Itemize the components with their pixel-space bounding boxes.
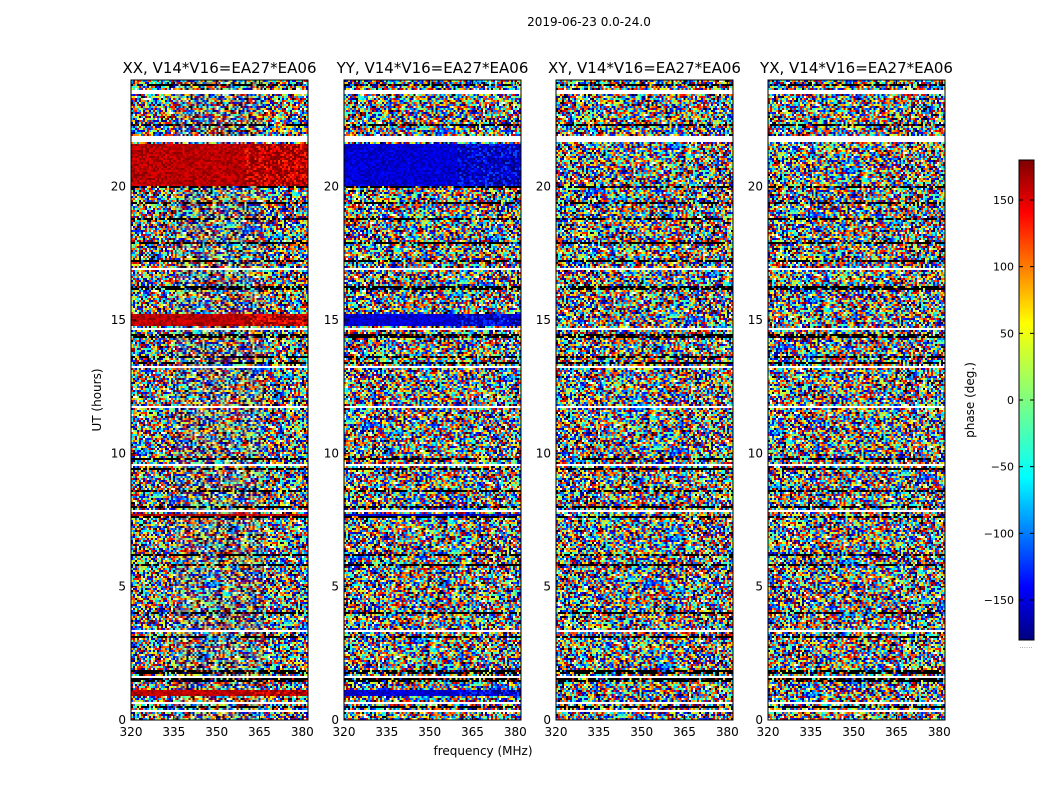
panel-3: YX, V14*V16=EA27*EA06 320 335 350 365 380 0 5 10… bbox=[748, 59, 953, 739]
colorbar-footer: ...... bbox=[1019, 642, 1032, 650]
x-tick-label: 350 bbox=[418, 725, 441, 739]
panel-frame bbox=[130, 79, 309, 721]
x-tick-label: 335 bbox=[587, 725, 610, 739]
y-tick-label: 20 bbox=[324, 180, 339, 194]
y-tick-label: 10 bbox=[324, 446, 339, 460]
colorbar-tick-label: −150 bbox=[984, 594, 1014, 607]
y-tick-label: 10 bbox=[536, 446, 551, 460]
y-tick-label: 0 bbox=[118, 713, 126, 727]
x-axis-label: frequency (MHz) bbox=[433, 744, 532, 758]
x-tick-label: 320 bbox=[120, 725, 143, 739]
y-tick-label: 0 bbox=[755, 713, 763, 727]
x-tick-label: 335 bbox=[162, 725, 185, 739]
x-tick-label: 335 bbox=[375, 725, 398, 739]
y-tick-label: 5 bbox=[543, 580, 551, 594]
figure-suptitle: 2019-06-23 0.0-24.0 bbox=[527, 15, 651, 29]
x-tick-label: 365 bbox=[885, 725, 908, 739]
colorbar-tick-label: 150 bbox=[993, 194, 1014, 207]
y-tick-label: 0 bbox=[543, 713, 551, 727]
panel-raster bbox=[556, 80, 733, 720]
x-tick-label: 350 bbox=[205, 725, 228, 739]
panel-frame bbox=[343, 79, 522, 721]
panel-title: XX, V14*V16=EA27*EA06 bbox=[122, 59, 316, 77]
colorbar: −150 −100 −50 0 50 100 150 phase (deg.) ...... bbox=[963, 159, 1035, 650]
x-tick-label: 320 bbox=[545, 725, 568, 739]
colorbar-tick-label: 50 bbox=[1000, 327, 1014, 340]
y-tick-label: 20 bbox=[536, 180, 551, 194]
panel-1: YY, V14*V16=EA27*EA06 320 335 350 365 380 0 5 10… bbox=[324, 59, 529, 739]
colorbar-tick-label: −100 bbox=[984, 527, 1014, 540]
panel-frame bbox=[555, 79, 734, 721]
x-tick-label: 350 bbox=[630, 725, 653, 739]
y-tick-label: 5 bbox=[331, 580, 339, 594]
panel-frame bbox=[767, 79, 946, 721]
y-tick-label: 0 bbox=[331, 713, 339, 727]
y-tick-label: 20 bbox=[748, 180, 763, 194]
y-tick-label: 5 bbox=[755, 580, 763, 594]
y-tick-label: 15 bbox=[324, 313, 339, 327]
x-tick-label: 365 bbox=[248, 725, 271, 739]
x-tick-label: 350 bbox=[842, 725, 865, 739]
x-tick-label: 380 bbox=[716, 725, 739, 739]
y-tick-label: 15 bbox=[536, 313, 551, 327]
colorbar-ticks: −150 −100 −50 0 50 100 150 bbox=[984, 194, 1034, 607]
panel-title: YY, V14*V16=EA27*EA06 bbox=[336, 59, 529, 77]
x-tick-label: 380 bbox=[291, 725, 314, 739]
panel-raster bbox=[768, 80, 945, 720]
x-tick-label: 365 bbox=[461, 725, 484, 739]
y-tick-label: 5 bbox=[118, 580, 126, 594]
panel-2: XY, V14*V16=EA27*EA06 320 335 350 365 380 0 5 10… bbox=[536, 59, 741, 739]
colorbar-label: phase (deg.) bbox=[963, 362, 977, 438]
panel-raster bbox=[344, 80, 521, 720]
x-tick-label: 380 bbox=[928, 725, 951, 739]
panel-title: XY, V14*V16=EA27*EA06 bbox=[548, 59, 741, 77]
x-tick-label: 320 bbox=[333, 725, 356, 739]
panel-title: YX, V14*V16=EA27*EA06 bbox=[759, 59, 953, 77]
x-tick-label: 320 bbox=[757, 725, 780, 739]
y-axis-label: UT (hours) bbox=[90, 368, 104, 431]
x-tick-label: 365 bbox=[673, 725, 696, 739]
y-tick-label: 10 bbox=[111, 446, 126, 460]
colorbar-tick-label: 0 bbox=[1007, 394, 1014, 407]
y-tick-label: 20 bbox=[111, 180, 126, 194]
x-tick-label: 335 bbox=[799, 725, 822, 739]
panel-raster bbox=[131, 80, 308, 720]
panel-0: XX, V14*V16=EA27*EA06 320 335 350 365 380 0 5 10… bbox=[111, 59, 317, 739]
y-tick-label: 15 bbox=[111, 313, 126, 327]
x-tick-label: 380 bbox=[504, 725, 527, 739]
colorbar-tick-label: −50 bbox=[991, 461, 1014, 474]
colorbar-tick-label: 100 bbox=[993, 261, 1014, 274]
y-tick-label: 15 bbox=[748, 313, 763, 327]
panels: XX, V14*V16=EA27*EA06 320 335 350 365 380 0 5 10… bbox=[111, 59, 953, 739]
y-tick-label: 10 bbox=[748, 446, 763, 460]
